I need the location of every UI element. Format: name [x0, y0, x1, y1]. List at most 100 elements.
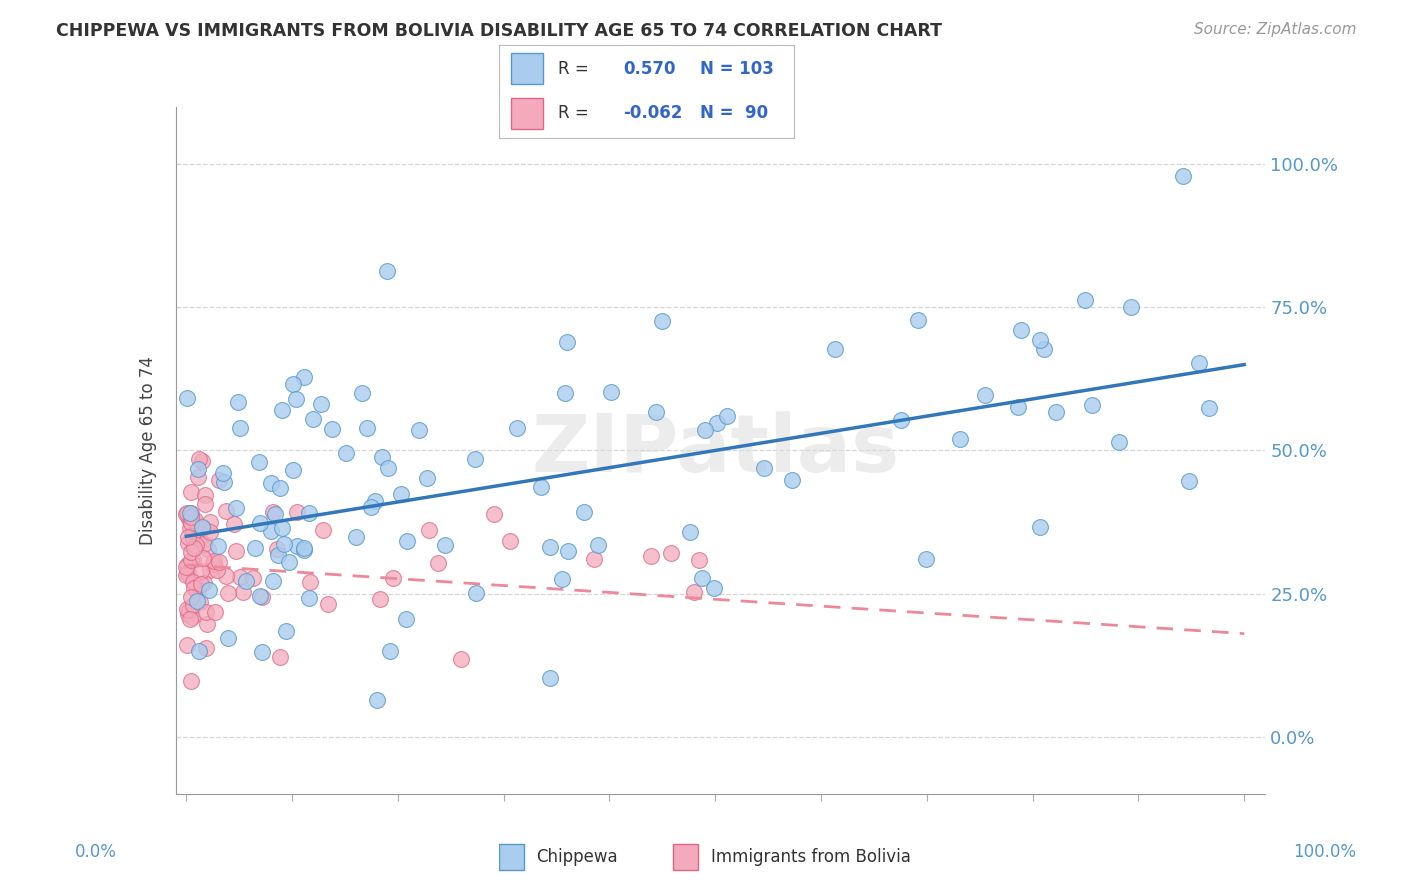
- Point: [177, 603, 200, 617]
- Point: [183, 541, 205, 556]
- Point: [464, 452, 486, 467]
- Point: [176, 506, 198, 520]
- Point: [464, 586, 486, 600]
- Point: [389, 487, 412, 501]
- Point: [176, 508, 198, 522]
- Point: [215, 568, 238, 582]
- Point: [1171, 169, 1194, 183]
- Point: [693, 423, 716, 437]
- Point: [208, 473, 231, 487]
- Point: [375, 263, 398, 277]
- Point: [426, 556, 449, 570]
- Point: [181, 574, 204, 589]
- Point: [176, 530, 198, 544]
- Point: [683, 584, 706, 599]
- Point: [186, 593, 208, 607]
- Point: [530, 480, 553, 494]
- Point: [381, 571, 404, 585]
- Point: [586, 538, 609, 552]
- Point: [309, 397, 332, 411]
- Point: [557, 544, 579, 558]
- Point: [235, 574, 257, 588]
- Point: [226, 394, 249, 409]
- Point: [252, 645, 274, 659]
- Point: [395, 533, 418, 548]
- Point: [368, 592, 391, 607]
- Point: [360, 500, 382, 515]
- Point: [269, 481, 291, 495]
- Point: [187, 462, 209, 476]
- Point: [188, 532, 211, 546]
- Point: [1198, 401, 1220, 415]
- Point: [183, 581, 205, 595]
- Point: [285, 539, 308, 553]
- Point: [538, 541, 561, 555]
- Point: [270, 403, 292, 417]
- Point: [582, 551, 605, 566]
- Point: [176, 607, 198, 622]
- Point: [180, 545, 202, 559]
- Point: [278, 555, 301, 569]
- Bar: [510, 53, 543, 84]
- Point: [433, 538, 456, 552]
- Point: [181, 610, 204, 624]
- Point: [415, 471, 437, 485]
- Point: [176, 566, 198, 581]
- Point: [271, 521, 294, 535]
- Point: [371, 450, 394, 464]
- Point: [281, 462, 304, 476]
- Point: [380, 644, 402, 658]
- Point: [1119, 300, 1142, 314]
- Point: [176, 638, 198, 652]
- Point: [394, 611, 416, 625]
- Point: [187, 452, 209, 467]
- Point: [190, 577, 212, 591]
- Text: 100.0%: 100.0%: [1294, 843, 1355, 861]
- Bar: [499, 844, 524, 871]
- Point: [197, 541, 219, 556]
- Text: Immigrants from Bolivia: Immigrants from Bolivia: [710, 848, 911, 866]
- Point: [292, 370, 315, 384]
- Point: [180, 485, 202, 500]
- Point: [180, 510, 202, 524]
- Point: [651, 314, 673, 328]
- Point: [190, 519, 212, 533]
- Point: [214, 475, 236, 490]
- Point: [183, 598, 205, 612]
- Point: [780, 473, 803, 487]
- Point: [193, 575, 215, 590]
- Point: [907, 313, 929, 327]
- Point: [949, 432, 972, 446]
- Text: -0.062: -0.062: [623, 104, 682, 122]
- Point: [1081, 398, 1104, 412]
- Point: [659, 546, 682, 560]
- Point: [645, 405, 668, 419]
- Point: [247, 454, 270, 468]
- Point: [195, 640, 218, 655]
- Point: [180, 506, 202, 520]
- Point: [292, 542, 315, 557]
- Point: [195, 605, 218, 619]
- Point: [183, 513, 205, 527]
- Point: [298, 591, 321, 605]
- Point: [260, 524, 283, 539]
- Point: [450, 652, 472, 666]
- Bar: [673, 844, 699, 871]
- Point: [208, 555, 231, 569]
- Point: [678, 524, 700, 539]
- Text: Source: ZipAtlas.com: Source: ZipAtlas.com: [1194, 22, 1357, 37]
- Point: [217, 631, 239, 645]
- Point: [249, 516, 271, 530]
- Point: [640, 549, 662, 564]
- Point: [191, 551, 214, 566]
- Point: [824, 343, 846, 357]
- Point: [356, 420, 378, 434]
- Point: [217, 586, 239, 600]
- Point: [344, 530, 367, 544]
- Point: [1029, 520, 1052, 534]
- Point: [176, 567, 198, 582]
- Point: [193, 537, 215, 551]
- Point: [285, 392, 308, 407]
- Point: [418, 524, 440, 538]
- Point: [187, 644, 209, 658]
